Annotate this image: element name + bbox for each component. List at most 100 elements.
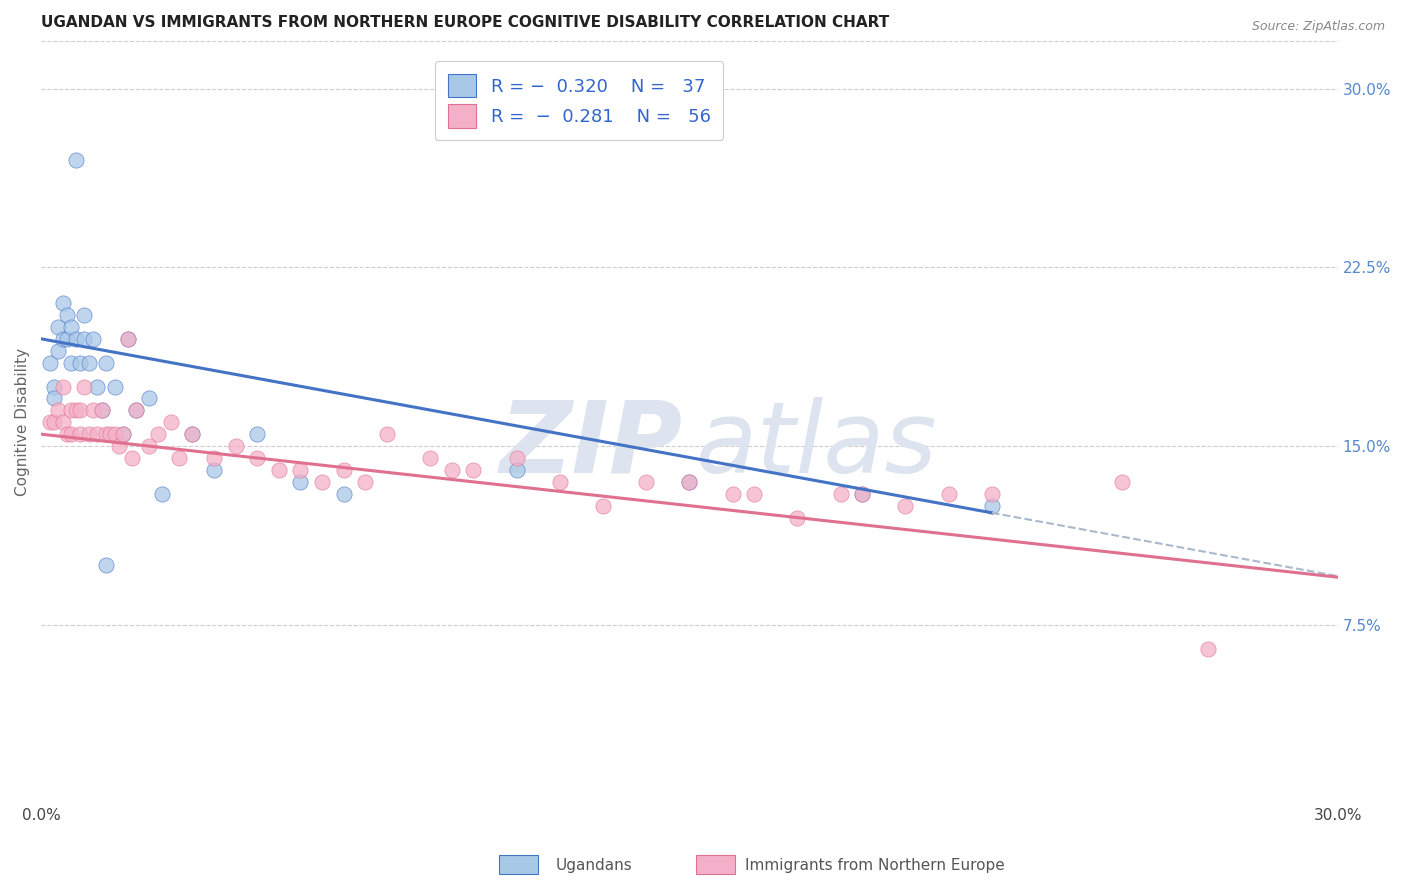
Point — [48, 319, 70, 334]
Point — [86, 379, 108, 393]
Point — [678, 475, 700, 489]
Point — [980, 487, 1002, 501]
Point — [311, 475, 333, 489]
Point — [125, 403, 148, 417]
Point — [56, 308, 79, 322]
Point — [77, 427, 100, 442]
Point — [290, 475, 312, 489]
Point — [851, 487, 873, 501]
Point — [94, 558, 117, 573]
Point — [117, 332, 139, 346]
Point — [82, 403, 104, 417]
Point — [980, 499, 1002, 513]
Point — [419, 450, 441, 465]
Point — [86, 427, 108, 442]
Point — [138, 439, 160, 453]
Point — [159, 415, 181, 429]
Point — [48, 343, 70, 358]
Point — [894, 499, 917, 513]
Point — [121, 450, 143, 465]
Point — [112, 427, 135, 442]
Point — [181, 427, 204, 442]
Point — [98, 427, 121, 442]
Point — [290, 463, 312, 477]
Point — [69, 356, 91, 370]
Point — [42, 392, 65, 406]
Point — [38, 356, 60, 370]
Point — [65, 403, 87, 417]
Point — [202, 450, 225, 465]
Point — [103, 379, 125, 393]
Text: UGANDAN VS IMMIGRANTS FROM NORTHERN EUROPE COGNITIVE DISABILITY CORRELATION CHAR: UGANDAN VS IMMIGRANTS FROM NORTHERN EURO… — [41, 15, 890, 30]
Point — [69, 427, 91, 442]
Point — [548, 475, 571, 489]
Point — [1111, 475, 1133, 489]
Point — [60, 319, 83, 334]
Point — [225, 439, 247, 453]
Point — [94, 427, 117, 442]
Point — [73, 332, 96, 346]
Point — [742, 487, 765, 501]
Point — [721, 487, 744, 501]
Point — [678, 475, 700, 489]
Point — [73, 379, 96, 393]
Point — [830, 487, 852, 501]
Point — [181, 427, 204, 442]
Point — [354, 475, 377, 489]
Point — [60, 356, 83, 370]
Point — [94, 356, 117, 370]
Point — [851, 487, 873, 501]
Point — [52, 332, 75, 346]
Point — [125, 403, 148, 417]
Point — [48, 403, 70, 417]
Text: Immigrants from Northern Europe: Immigrants from Northern Europe — [745, 858, 1005, 872]
Point — [938, 487, 960, 501]
Y-axis label: Cognitive Disability: Cognitive Disability — [15, 348, 30, 496]
Text: Ugandans: Ugandans — [555, 858, 633, 872]
Point — [73, 308, 96, 322]
Point — [38, 415, 60, 429]
Point — [52, 379, 75, 393]
Point — [138, 392, 160, 406]
Point — [246, 427, 269, 442]
Point — [52, 415, 75, 429]
Point — [82, 332, 104, 346]
Point — [117, 332, 139, 346]
Point — [90, 403, 112, 417]
Point — [42, 379, 65, 393]
Point — [103, 427, 125, 442]
Point — [375, 427, 398, 442]
Text: atlas: atlas — [696, 397, 938, 493]
Point — [56, 332, 79, 346]
Text: ZIP: ZIP — [501, 397, 683, 493]
Point — [463, 463, 485, 477]
Point — [42, 415, 65, 429]
Legend: R = − 0.320   N =  37, R =  − 0.281   N =  56: R = − 0.320 N = 37, R = − 0.281 N = 56 — [434, 62, 724, 140]
Point — [1197, 641, 1219, 656]
Point — [202, 463, 225, 477]
Point — [56, 427, 79, 442]
Point — [332, 463, 354, 477]
Point — [169, 450, 191, 465]
Point — [52, 296, 75, 310]
Point — [505, 463, 527, 477]
Point — [65, 332, 87, 346]
Point — [150, 487, 173, 501]
Point — [505, 450, 527, 465]
Point — [112, 427, 135, 442]
Point — [246, 450, 269, 465]
Point — [108, 439, 131, 453]
Point — [146, 427, 169, 442]
Point — [592, 499, 614, 513]
Point — [440, 463, 463, 477]
Point — [77, 356, 100, 370]
Point — [267, 463, 290, 477]
Point — [60, 403, 83, 417]
Point — [332, 487, 354, 501]
Point — [65, 153, 87, 167]
Point — [60, 427, 83, 442]
Point — [786, 510, 808, 524]
Text: Source: ZipAtlas.com: Source: ZipAtlas.com — [1251, 20, 1385, 33]
Point — [636, 475, 658, 489]
Point — [69, 403, 91, 417]
